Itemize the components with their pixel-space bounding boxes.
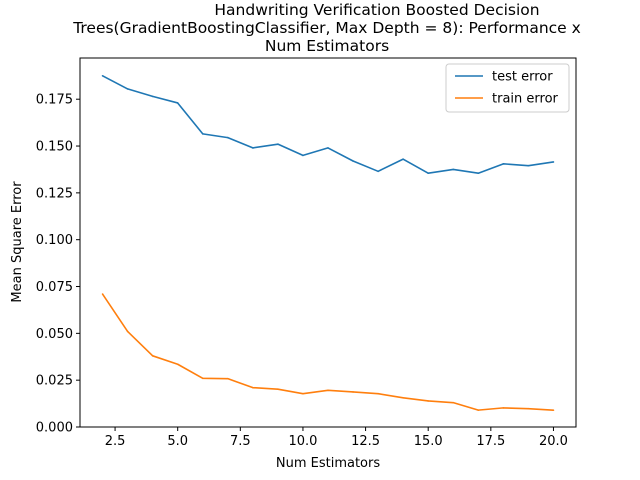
- x-tick-label: 7.5: [230, 434, 251, 449]
- data-point-train-error: [101, 293, 104, 295]
- x-tick-label: 2.5: [105, 434, 126, 449]
- data-point-train-error: [552, 409, 555, 411]
- y-tick-label: 0.150: [36, 140, 73, 155]
- x-axis-label: Num Estimators: [276, 456, 380, 471]
- x-tick-label: 15.0: [414, 434, 443, 449]
- y-tick-label: 0.000: [36, 421, 73, 436]
- data-point-train-error: [277, 388, 279, 390]
- data-point-train-error: [252, 386, 254, 389]
- data-point-train-error: [402, 396, 404, 399]
- data-point-test-error: [302, 154, 304, 157]
- data-point-test-error: [151, 95, 154, 98]
- data-point-train-error: [427, 400, 430, 402]
- x-tick-label: 10.0: [288, 434, 317, 449]
- data-point-test-error: [377, 170, 379, 173]
- data-point-test-error: [176, 102, 179, 104]
- y-tick-label: 0.050: [36, 327, 73, 342]
- data-point-test-error: [101, 74, 104, 77]
- y-tick-label: 0.075: [36, 280, 73, 295]
- chart-title-line-1: Handwriting Verification Boosted Decisio…: [214, 1, 539, 19]
- data-point-train-error: [327, 389, 329, 392]
- data-point-test-error: [402, 158, 404, 160]
- data-point-test-error: [552, 161, 555, 163]
- data-point-train-error: [201, 377, 204, 380]
- y-axis-label: Mean Square Error: [10, 181, 25, 303]
- x-tick-label: 20.0: [539, 434, 568, 449]
- legend-label-test-error: test error: [492, 70, 553, 85]
- y-tick-label: 0.100: [36, 233, 73, 248]
- data-point-train-error: [452, 401, 455, 404]
- data-point-test-error: [327, 147, 329, 149]
- data-point-train-error: [227, 377, 229, 380]
- data-point-train-error: [302, 392, 304, 395]
- data-point-train-error: [176, 363, 179, 366]
- data-point-test-error: [477, 172, 480, 174]
- plot-area-frame: [79, 57, 577, 428]
- data-point-train-error: [502, 407, 505, 409]
- legend-label-train-error: train error: [492, 92, 559, 107]
- data-point-test-error: [427, 172, 430, 174]
- data-point-train-error: [352, 391, 354, 393]
- data-point-train-error: [151, 355, 154, 357]
- chart-title-line-2: Trees(GradientBoostingClassifier, Max De…: [72, 19, 581, 37]
- data-point-test-error: [527, 164, 530, 167]
- data-point-test-error: [252, 147, 254, 149]
- y-tick-label: 0.175: [36, 93, 73, 108]
- data-point-test-error: [126, 88, 129, 90]
- chart-title-line-3: Num Estimators: [265, 37, 389, 55]
- x-tick-label: 17.5: [476, 434, 505, 449]
- x-axis: 2.5 5.0 7.5 10.0 12.5 15.0 17.5 20.0: [105, 427, 568, 449]
- data-point-test-error: [352, 160, 354, 162]
- data-point-test-error: [502, 163, 505, 165]
- y-tick-label: 0.025: [36, 374, 73, 389]
- data-point-test-error: [227, 136, 229, 139]
- data-point-train-error: [527, 407, 530, 410]
- series-line-train-error: [101, 293, 554, 411]
- data-point-train-error: [126, 330, 129, 333]
- x-tick-label: 12.5: [351, 434, 380, 449]
- y-tick-label: 0.125: [36, 186, 73, 201]
- data-point-train-error: [377, 392, 379, 395]
- data-point-test-error: [277, 143, 279, 145]
- data-point-test-error: [201, 133, 204, 135]
- legend: test error train error: [445, 63, 570, 113]
- data-point-train-error: [477, 409, 480, 411]
- y-axis: 0.000 0.025 0.050 0.075 0.100 0.125 0.150 0.175: [36, 93, 80, 436]
- data-point-test-error: [452, 168, 455, 171]
- series-group: [101, 74, 555, 411]
- chart-title: Handwriting Verification Boosted Decisio…: [72, 1, 581, 55]
- x-tick-label: 5.0: [167, 434, 188, 449]
